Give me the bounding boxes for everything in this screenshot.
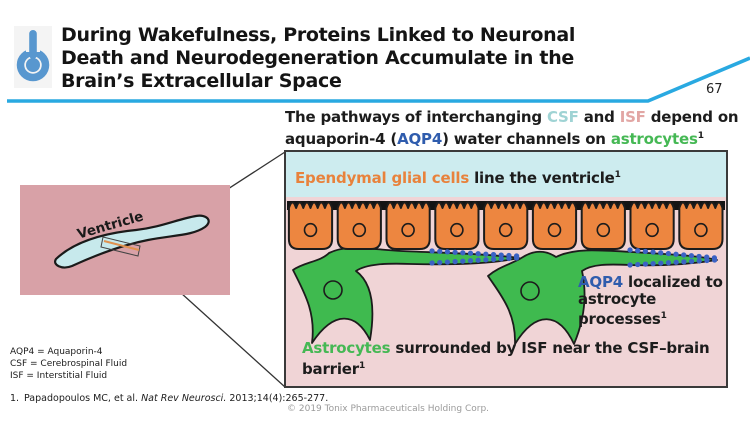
abbreviation-list: AQP4 = Aquaporin-4 CSF = Cerebrospinal F… <box>10 346 127 382</box>
astrocytes-label-line1: surrounded by ISF near the CSF–brain <box>390 339 710 357</box>
diagram-art <box>286 152 726 386</box>
aqp4-label-line2: astrocyte <box>578 290 657 308</box>
abbrev-aqp4: AQP4 = Aquaporin-4 <box>10 347 103 357</box>
abbrev-isf: ISF = Interstitial Fluid <box>10 371 108 381</box>
ependymal-label-colored: Ependymal glial cells <box>295 169 470 187</box>
zoom-region-lining <box>103 240 140 251</box>
astrocytes-label-ref: 1 <box>358 361 366 371</box>
footnote-pre: Papadopoulos MC, et al. <box>24 393 142 404</box>
ependymal-cell-row <box>287 201 724 250</box>
abbrev-csf: CSF = Cerebrospinal Fluid <box>10 359 128 369</box>
footnote-reference: 1. Papadopoulos MC, et al. Nat Rev Neuros… <box>10 393 328 404</box>
astrocytes-label-colored: Astrocytes <box>302 339 391 357</box>
diagram-box: Ependymal glial cells line the ventricle… <box>284 150 728 388</box>
copyright-text: © 2019 Tonix Pharmaceuticals Holding Cor… <box>287 404 490 414</box>
intro-isf: ISF <box>619 108 646 126</box>
csf-region <box>286 152 726 197</box>
ventricle-inset: Ventricle <box>20 185 230 295</box>
aqp4-label-line3: processes <box>578 310 661 328</box>
footnote-journal: Nat Rev Neurosci. <box>141 393 227 404</box>
aqp4-label: AQP4 localized to astrocyte processes1 <box>578 274 723 328</box>
astrocytes-label-line2: barrier <box>302 360 359 378</box>
title-line-3: Brain’s Extracellular Space <box>61 70 342 92</box>
title-line-2: Death and Neurodegeneration Accumulate i… <box>61 47 575 69</box>
aqp4-label-colored: AQP4 <box>578 273 623 291</box>
ventricle-art: Ventricle <box>54 208 210 269</box>
page-number: 67 <box>706 82 723 97</box>
zoom-region-outline <box>100 236 141 257</box>
intro-part1: The pathways of interchanging <box>285 108 547 126</box>
ependymal-label-ref: 1 <box>614 170 621 180</box>
intro-part2: and <box>578 108 620 126</box>
intro-part5: ) water channels on <box>442 130 611 148</box>
power-icon <box>14 26 52 88</box>
intro-csf: CSF <box>546 108 579 126</box>
slide-title: During Wakefulness, Proteins Linked to N… <box>61 24 575 93</box>
footnote-marker: 1. <box>10 393 20 404</box>
ependymal-label: Ependymal glial cells line the ventricle… <box>295 169 621 187</box>
intro-astrocytes: astrocytes <box>610 130 698 148</box>
intro-text: The pathways of interchanging CSF and IS… <box>285 108 739 149</box>
aqp4-label-ref: 1 <box>660 311 667 321</box>
title-line-1: During Wakefulness, Proteins Linked to N… <box>61 24 576 46</box>
intro-aqp4: AQP4 <box>397 130 443 148</box>
intro-part4: aquaporin-4 ( <box>285 130 398 148</box>
footnote-post: 2013;14(4):265-277. <box>226 393 329 404</box>
aqp4-dots <box>429 247 719 268</box>
astrocyte-left-nucleus <box>323 280 343 300</box>
astrocytes-label: Astrocytes surrounded by ISF near the CS… <box>302 339 710 378</box>
intro-part3: depend on <box>645 108 739 126</box>
astrocyte-right-nucleus <box>520 281 540 301</box>
intro-ref: 1 <box>697 131 704 141</box>
ependymal-label-rest: line the ventricle <box>469 169 615 187</box>
aqp4-label-line1: localized to <box>623 273 723 291</box>
